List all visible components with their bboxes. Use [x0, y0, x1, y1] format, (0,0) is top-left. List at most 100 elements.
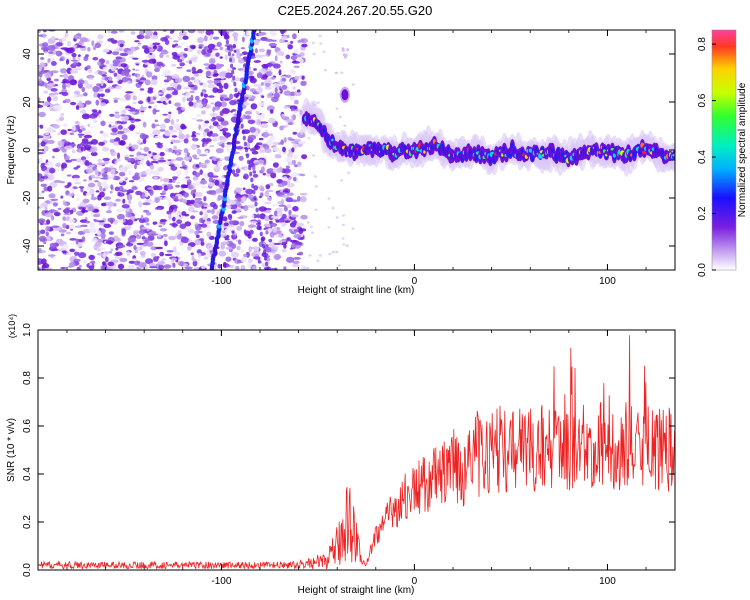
spectrogram-noise-cell: [97, 158, 103, 163]
spectrogram-noise-cell: [80, 209, 89, 213]
spectrogram-noise-cell: [120, 63, 127, 68]
spectrogram-noise-cell: [85, 186, 92, 191]
spectrogram-noise-cell: [70, 101, 77, 106]
spectrogram-noise-cell: [74, 253, 78, 257]
spectrogram-noise-cell: [216, 41, 222, 48]
spectrogram-noise-cell: [102, 146, 110, 152]
spectrogram-noise-cell: [229, 204, 238, 210]
spectrogram-noise-cell: [115, 47, 125, 52]
spectrogram-noise-cell: [154, 124, 160, 127]
spectrogram-noise-cell: [273, 242, 282, 245]
spectrogram-noise-cell: [102, 188, 106, 192]
spectrogram-noise-cell: [204, 150, 209, 154]
spectrogram-noise-cell: [168, 111, 172, 115]
spectrogram-noise-cell: [150, 79, 158, 86]
spectrogram-noise-cell: [191, 45, 196, 50]
spectrogram-noise-cell: [209, 34, 214, 39]
spectrogram-noise-cell: [99, 93, 105, 97]
spectrogram-noise-cell: [197, 37, 204, 44]
spectrogram-noise-cell: [47, 58, 51, 63]
spectrogram-faint-track: [251, 183, 255, 189]
spectrogram-noise-cell: [103, 196, 112, 200]
spectrogram-noise-cell: [70, 158, 77, 162]
spectrogram-noise-cell: [225, 256, 232, 262]
spectrogram-faint-track: [226, 45, 230, 51]
spectrogram-noise-cell: [187, 81, 193, 86]
spectrogram-noise-cell: [38, 218, 46, 224]
spectrogram-noise-cell: [271, 83, 280, 89]
spectrogram-noise-cell: [119, 98, 128, 102]
spectrogram-noise-cell: [78, 54, 81, 57]
spectrogram-noise-cell: [219, 157, 226, 161]
spectrogram-noise-cell: [274, 148, 279, 152]
spectrogram-noise-cell: [116, 152, 121, 159]
colorbar-tick-label: 0.4: [697, 150, 708, 164]
spectrogram-noise-cell: [274, 87, 278, 93]
spectrogram-noise-cell: [102, 71, 106, 74]
spectrogram-noise-cell: [160, 96, 168, 103]
spectrogram-noise-cell: [117, 131, 124, 135]
spectrogram-noise-cell: [224, 54, 228, 61]
spectrogram-noise-cell: [153, 154, 161, 160]
spectrogram-noise-cell: [203, 63, 210, 66]
spectrogram-noise-cell: [249, 148, 257, 152]
spectrogram-noise-cell: [166, 162, 170, 166]
spectrogram-noise-cell: [191, 210, 199, 213]
spectrogram-noise-cell: [187, 152, 190, 157]
spectrogram-noise-cell: [257, 159, 265, 165]
spectrogram-noise-cell: [194, 172, 201, 178]
spectrogram-noise-cell: [39, 124, 44, 129]
spectrogram-faint-track: [260, 237, 264, 243]
spectrogram-noise-cell: [97, 162, 105, 166]
spectrogram-noise-cell: [61, 162, 68, 169]
spectrogram-noise-cell: [132, 174, 141, 181]
spectrogram-noise-cell: [279, 60, 283, 64]
spectrogram-noise-cell: [224, 228, 230, 232]
spectrogram-noise-cell: [240, 189, 246, 195]
spectrogram-noise-cell: [90, 174, 95, 179]
spectrogram-noise-cell: [102, 157, 110, 161]
y-tick-label: 40: [22, 48, 33, 60]
spectrogram-noise-cell: [88, 254, 95, 261]
spectrogram-noise-cell: [110, 248, 114, 252]
spectrogram-noise-cell: [157, 166, 164, 172]
spectrogram-noise-cell: [98, 221, 106, 226]
spectrogram-noise-cell: [343, 124, 347, 127]
spectrogram-noise-cell: [279, 52, 285, 56]
spectrogram-noise-cell: [218, 250, 227, 257]
spectrogram-noise-cell: [102, 252, 107, 258]
spectrogram-noise-cell: [143, 146, 150, 152]
spectrogram-noise-cell: [176, 66, 183, 69]
spectrogram-noise-cell: [206, 244, 215, 251]
spectrogram-noise-cell: [168, 183, 173, 187]
spectrogram-noise-cell: [176, 170, 182, 177]
spectrogram-noise-cell: [163, 264, 172, 269]
spectrogram-faint-track: [266, 267, 270, 270]
spectrogram-noise-cell: [241, 248, 244, 253]
spectrogram-noise-cell: [246, 239, 254, 242]
spectrogram-noise-cell: [141, 236, 146, 240]
spectrogram-noise-cell: [92, 85, 100, 93]
spectrogram-noise-cell: [156, 65, 162, 70]
spectrogram-noise-cell: [132, 258, 138, 262]
spectrogram-noise-cell: [290, 247, 294, 250]
spectrogram-noise-cell: [215, 148, 224, 154]
snr-ticks: -100 0 100 0.0 0.2 0.4 0.6 0.8 1.0: [22, 323, 675, 587]
spectrogram-noise-cell: [88, 228, 97, 233]
spectrogram-noise-cell: [276, 235, 285, 238]
spectrogram-noise-cell: [70, 69, 78, 74]
spectrogram-noise-cell: [147, 96, 151, 103]
spectrogram-noise-cell: [287, 44, 294, 50]
spectrogram-noise-cell: [78, 186, 85, 189]
spectrogram-noise-cell: [127, 236, 136, 243]
spectrogram-noise-cell: [176, 234, 183, 240]
spectrogram-noise-cell: [96, 83, 101, 87]
spectrogram-noise-cell: [253, 256, 261, 260]
spectrogram-noise-cell: [211, 215, 219, 220]
spectrogram-noise-cell: [38, 267, 41, 270]
spectrogram-noise-cell: [38, 135, 44, 139]
spectrogram-noise-cell: [194, 238, 201, 246]
snr-x-axis-label: Height of straight line (km): [298, 585, 415, 596]
spectrogram-noise-cell: [61, 83, 67, 90]
spectrogram-faint-track: [243, 141, 247, 147]
